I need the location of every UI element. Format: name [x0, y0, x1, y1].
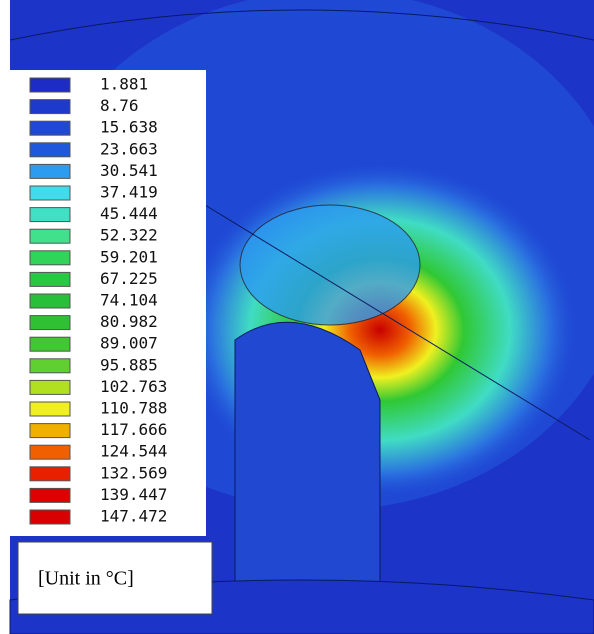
legend-swatch — [30, 445, 70, 459]
legend-label: 80.982 — [100, 312, 158, 331]
legend-swatch — [30, 424, 70, 438]
legend-swatch — [30, 251, 70, 265]
legend-swatch — [30, 164, 70, 178]
legend-swatch — [30, 78, 70, 92]
legend-swatch — [30, 337, 70, 351]
legend-swatch — [30, 467, 70, 481]
legend-label: 139.447 — [100, 485, 167, 504]
legend-label: 147.472 — [100, 507, 167, 526]
legend-label: 67.225 — [100, 269, 158, 288]
legend-swatch — [30, 380, 70, 394]
legend-label: 37.419 — [100, 183, 158, 202]
legend-label: 124.544 — [100, 442, 167, 461]
legend-label: 15.638 — [100, 118, 158, 137]
legend-label: 95.885 — [100, 355, 158, 374]
legend-label: 74.104 — [100, 291, 158, 310]
legend-swatch — [30, 272, 70, 286]
legend-label: 117.666 — [100, 420, 167, 439]
contour-plot: 1.881 8.76 15.638 23.663 30.541 37.419 45.444 5… — [0, 0, 594, 634]
legend-label: 102.763 — [100, 377, 167, 396]
legend-label: 132.569 — [100, 463, 167, 482]
legend-label: 30.541 — [100, 161, 158, 180]
legend-label: 110.788 — [100, 399, 167, 418]
legend-swatch — [30, 143, 70, 157]
legend-label: 1.881 — [100, 75, 148, 94]
legend-swatch — [30, 316, 70, 330]
legend-swatch — [30, 121, 70, 135]
legend-label: 52.322 — [100, 226, 158, 245]
legend-swatch — [30, 402, 70, 416]
legend-swatch — [30, 100, 70, 114]
legend-swatch — [30, 488, 70, 502]
dome — [240, 205, 420, 325]
unit-label: [Unit in °C] — [38, 568, 134, 590]
legend-label: 59.201 — [100, 247, 158, 266]
legend-label: 23.663 — [100, 139, 158, 158]
legend-swatch — [30, 229, 70, 243]
legend-label: 8.76 — [100, 96, 139, 115]
legend-swatch — [30, 208, 70, 222]
legend-swatch — [30, 359, 70, 373]
legend-swatch — [30, 510, 70, 524]
page: 1.881 8.76 15.638 23.663 30.541 37.419 45.444 5… — [0, 0, 594, 634]
legend-label: 89.007 — [100, 334, 158, 353]
legend-swatch — [30, 294, 70, 308]
legend-swatch — [30, 186, 70, 200]
legend-label: 45.444 — [100, 204, 158, 223]
